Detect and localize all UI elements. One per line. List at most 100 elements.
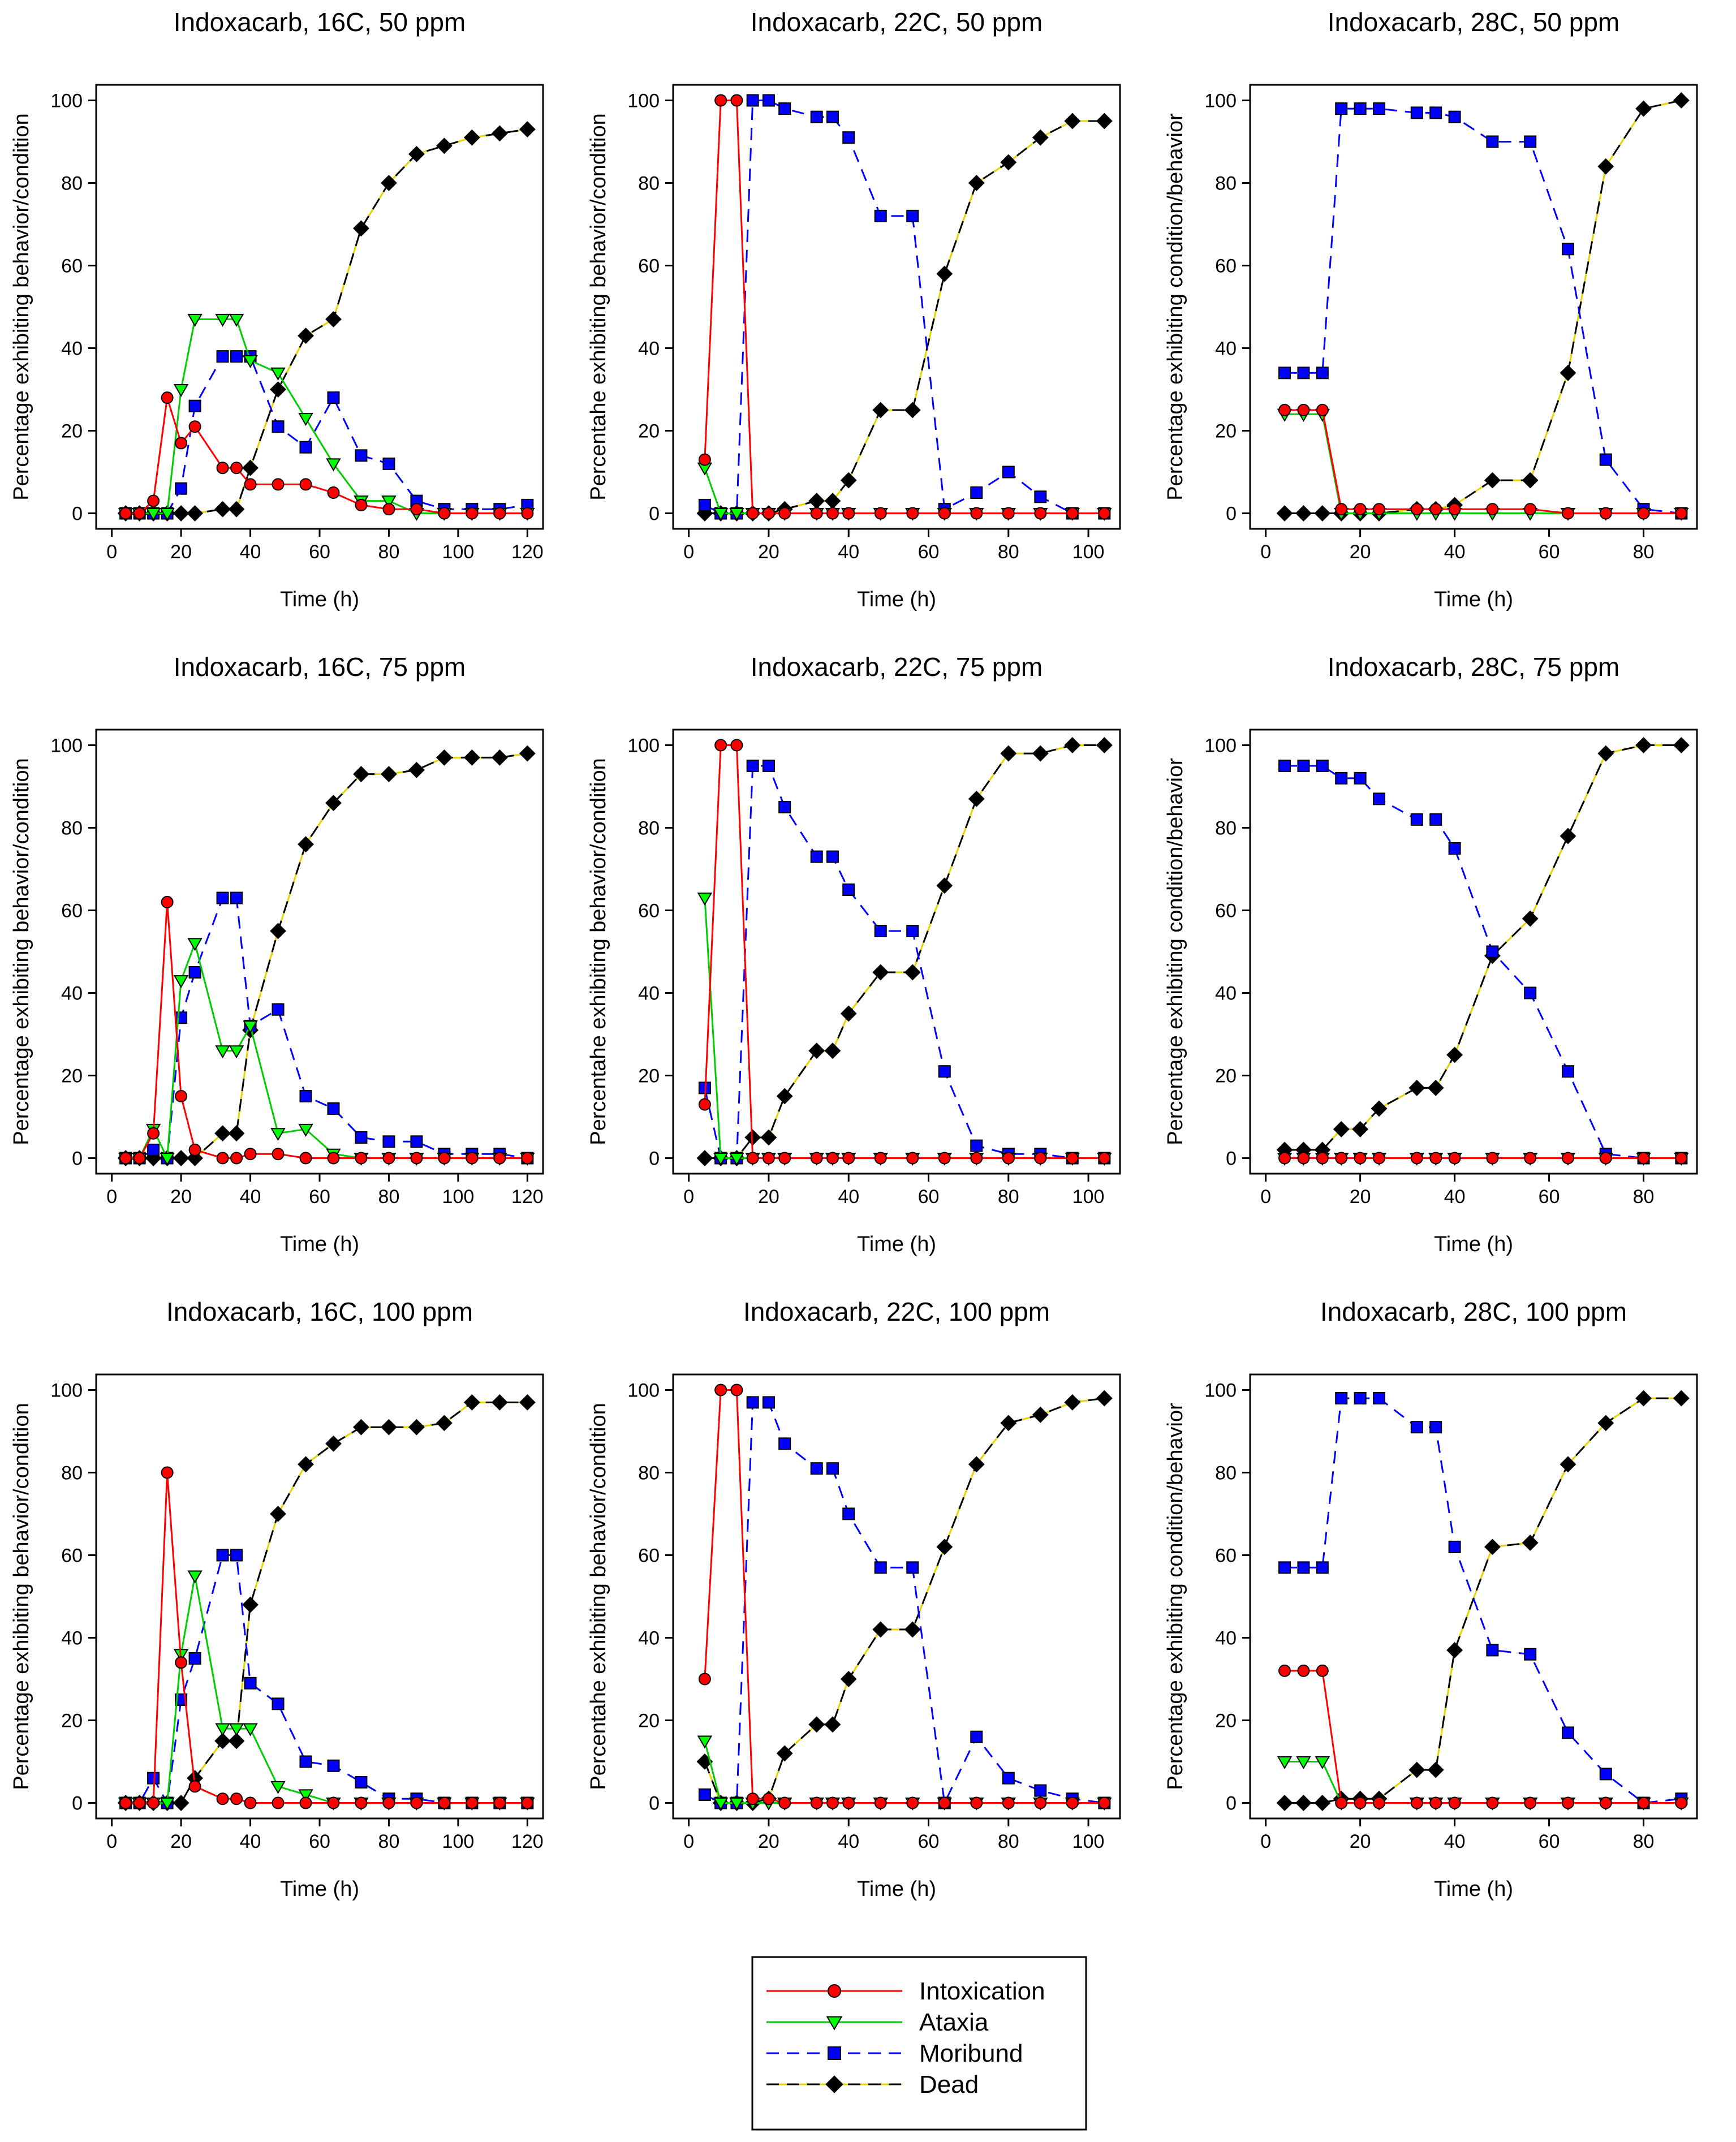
series-intox [119,391,534,520]
data-point-intox [133,1152,146,1165]
data-point-moribund [810,850,823,863]
data-point-dead [968,790,985,807]
x-tick-label: 40 [1444,541,1466,563]
data-point-intox [1373,1152,1386,1165]
data-point-dead [270,923,286,939]
y-tick-label: 80 [638,173,660,194]
data-point-intox [230,462,243,475]
data-point-intox [175,437,188,450]
data-point-moribund [842,1507,855,1520]
chart-title: Indoxacarb, 28C, 100 ppm [1320,1297,1627,1326]
data-point-intox [874,1796,887,1809]
data-point-dead [936,265,953,282]
series-dead [696,113,1113,522]
data-point-dead [1484,472,1501,489]
data-point-moribund [1278,759,1291,772]
x-tick-label: 60 [309,541,330,563]
x-tick-label: 100 [442,1186,475,1208]
data-point-dead [491,1394,508,1411]
data-point-intox [1002,1152,1015,1165]
data-point-intox [161,391,174,404]
data-point-moribund [1316,367,1329,380]
data-point-intox [272,1148,285,1161]
data-point-intox [119,1152,132,1165]
series-intox [1278,404,1688,520]
data-point-dead [1295,1795,1312,1811]
x-tick-label: 120 [511,1186,544,1208]
data-point-dead [173,1150,189,1166]
data-point-ataxia [187,313,203,327]
data-point-moribund [778,102,791,115]
data-point-intox [1675,1152,1688,1165]
data-point-intox [1002,507,1015,520]
data-point-intox [355,1152,368,1165]
data-point-intox [1486,1796,1499,1809]
data-point-ataxia [270,1781,286,1794]
legend-label-moribund: Moribund [919,2040,1023,2067]
data-point-ataxia [215,1723,230,1736]
plot-frame [95,84,544,530]
series-line-dead-underlay [1285,744,1682,1151]
data-point-dead [1000,154,1017,171]
data-point-intox [147,494,160,507]
y-tick-label: 20 [61,1710,83,1732]
data-point-dead [824,1716,841,1733]
data-point-ataxia [298,1789,313,1803]
data-point-moribund [299,1755,312,1768]
series-line-intox [704,100,1105,514]
data-point-dead [1446,1641,1463,1658]
data-point-dead [408,145,425,162]
data-point-intox [133,1796,146,1809]
data-point-intox [493,1796,506,1809]
data-point-dead [436,749,453,766]
data-point-moribund [1599,453,1612,466]
data-point-moribund [746,759,759,772]
data-point-intox [1410,1152,1423,1165]
data-point-dead [325,311,342,327]
data-point-moribund [244,1676,257,1690]
data-point-moribund [1278,1561,1291,1574]
x-tick-label: 0 [683,1831,694,1852]
data-point-ataxia [187,938,203,951]
chart-panel-1: Indoxacarb, 16C, 50 ppm 0 20 40 60 80 100 0 20 40… [10,7,544,611]
y-tick-label: 0 [72,1148,83,1170]
data-point-intox [521,1796,534,1809]
y-tick-label: 100 [1204,735,1237,756]
data-point-intox [1297,1152,1310,1165]
data-point-moribund [826,110,839,123]
data-point-moribund [874,924,887,937]
data-point-intox [521,1152,534,1165]
data-point-ataxia [298,413,313,426]
chart-panel-9: Indoxacarb, 28C, 100 ppm 0 20 40 60 80 100 0 20 4… [1164,1297,1698,1901]
data-point-intox [1098,1152,1111,1165]
data-point-moribund [327,1759,340,1772]
data-point-intox [466,1796,479,1809]
y-tick-label: 20 [1215,421,1237,442]
data-point-intox [842,1796,855,1809]
data-point-moribund [1448,110,1461,123]
y-tick-label: 80 [1215,817,1237,839]
x-axis-label: Time (h) [857,588,936,611]
x-axis-label: Time (h) [1434,588,1513,611]
data-point-dead [298,327,314,344]
data-point-moribund [216,350,229,363]
data-point-dead [298,836,314,853]
data-point-intox [714,1384,727,1397]
y-tick-label: 40 [638,1628,660,1649]
legend-label-ataxia: Ataxia [919,2009,989,2036]
data-point-dead [840,472,857,489]
x-tick-label: 40 [838,1831,859,1852]
data-point-dead [519,1394,536,1411]
x-tick-label: 20 [170,1831,192,1852]
data-point-intox [1354,503,1367,516]
x-tick-label: 0 [106,541,117,563]
x-axis-label: Time (h) [1434,1877,1513,1901]
data-point-ataxia [729,1798,744,1811]
data-point-moribund [355,449,368,462]
data-point-moribund [272,1697,285,1710]
data-point-intox [1098,507,1111,520]
data-point-intox [188,1143,201,1156]
data-point-dead [1096,1390,1113,1407]
x-tick-label: 0 [683,1186,694,1208]
data-point-intox [762,1152,775,1165]
